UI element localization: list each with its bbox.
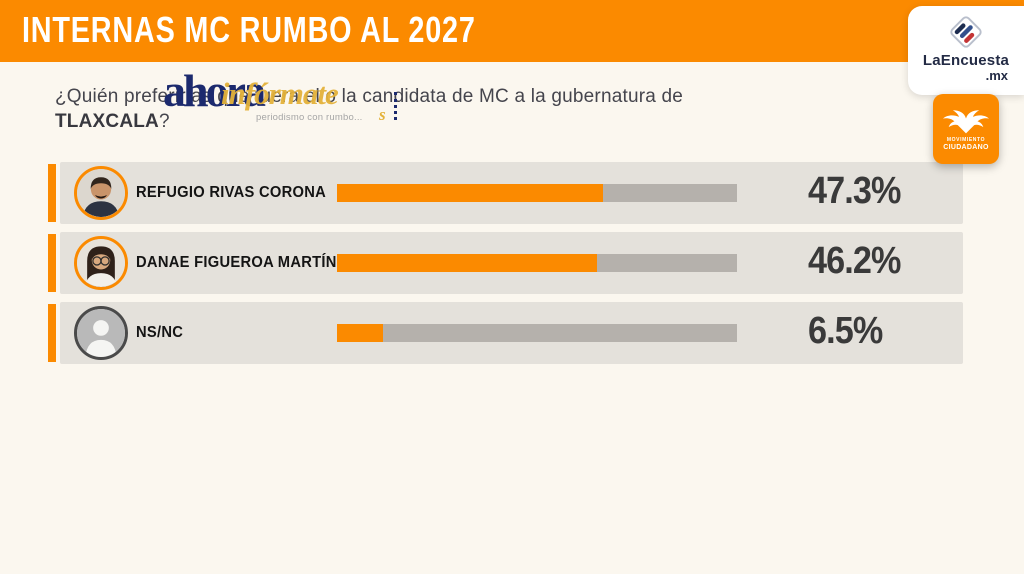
row-body: DANAE FIGUEROA MARTÍNEZ 46.2% xyxy=(60,232,963,294)
row-accent-bar xyxy=(48,304,56,362)
avatar-illustration xyxy=(77,239,125,287)
row-body: REFUGIO RIVAS CORONA 47.3% xyxy=(60,162,963,224)
laencuesta-logo-card: LaEncuesta .mx xyxy=(908,6,1024,95)
mc-logo-line1: MOVIMIENTO xyxy=(946,136,986,143)
candidate-row: REFUGIO RIVAS CORONA 47.3% xyxy=(48,162,964,224)
candidate-avatar xyxy=(74,306,128,360)
bar-fill xyxy=(337,184,604,202)
mc-logo-line2: CIUDADANO xyxy=(943,143,989,151)
header-bar: INTERNAS MC RUMBO AL 2027 xyxy=(0,0,1024,62)
percentage-label: 6.5% xyxy=(808,309,883,352)
laencuesta-diamond-icon xyxy=(950,16,982,48)
results-list: REFUGIO RIVAS CORONA 47.3% DANAE FIGUERO… xyxy=(48,162,964,372)
candidate-avatar xyxy=(74,166,128,220)
candidate-name: DANAE FIGUEROA MARTÍNEZ xyxy=(136,254,357,271)
bar-fill xyxy=(337,324,383,342)
percentage-label: 47.3% xyxy=(808,169,901,212)
row-accent-bar xyxy=(48,234,56,292)
percentage-label: 46.2% xyxy=(808,239,901,282)
candidate-row: DANAE FIGUEROA MARTÍNEZ 46.2% xyxy=(48,232,964,294)
bar-fill xyxy=(337,254,598,272)
survey-question-line1: ¿Quién preferirías que fuera el o la can… xyxy=(55,86,684,107)
candidate-row: NS/NC 6.5% xyxy=(48,302,964,364)
candidate-avatar xyxy=(74,236,128,290)
bar-track xyxy=(337,254,737,272)
bar-track xyxy=(337,324,737,342)
candidate-name: REFUGIO RIVAS CORONA xyxy=(136,184,327,201)
avatar-illustration xyxy=(77,169,125,217)
page-title: INTERNAS MC RUMBO AL 2027 xyxy=(22,9,476,51)
survey-question-highlight: TLAXCALA xyxy=(55,111,159,132)
survey-question: ¿Quién preferirías que fuera el o la can… xyxy=(55,84,683,134)
mc-logo-card: MOVIMIENTO CIUDADANO xyxy=(933,94,999,164)
laencuesta-tld: .mx xyxy=(985,68,1008,83)
survey-question-line2: TLAXCALA? xyxy=(55,109,683,134)
candidate-name: NS/NC xyxy=(136,324,184,341)
row-body: NS/NC 6.5% xyxy=(60,302,963,364)
avatar-illustration xyxy=(77,309,125,357)
mc-eagle-icon xyxy=(942,109,990,133)
laencuesta-wordmark: LaEncuesta xyxy=(922,52,1010,69)
survey-question-suffix: ? xyxy=(158,111,170,132)
bar-track xyxy=(337,184,737,202)
row-accent-bar xyxy=(48,164,56,222)
